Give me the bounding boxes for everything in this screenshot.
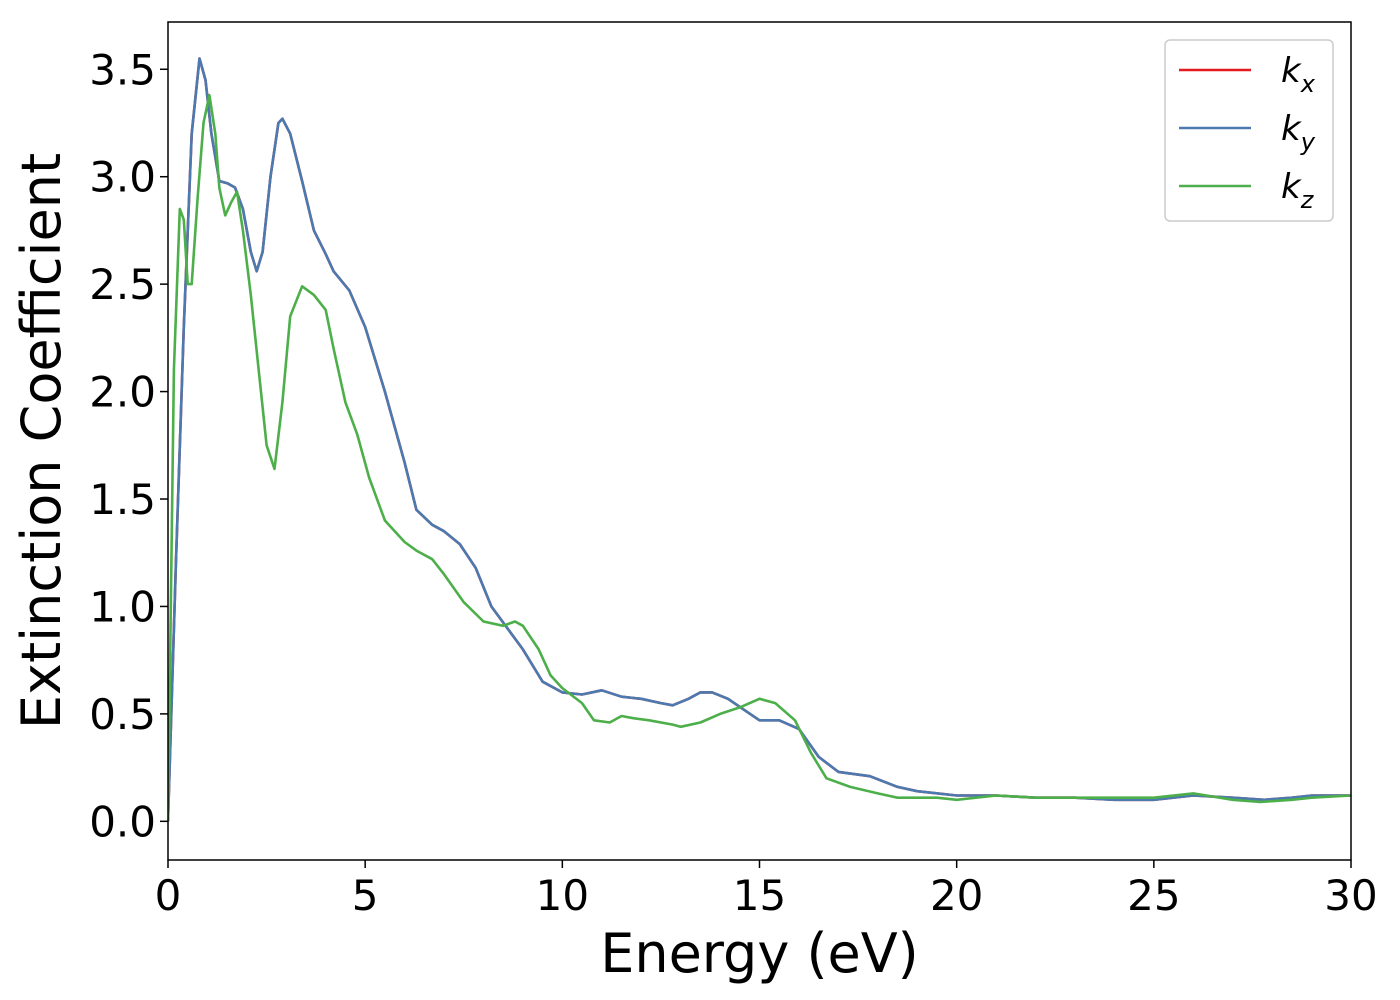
x-tick-label: 10 <box>536 871 589 920</box>
series-line-ky <box>168 57 1351 822</box>
legend-label-main: k <box>1281 109 1302 149</box>
y-tick-label: 0.0 <box>89 797 156 846</box>
y-tick-label: 1.0 <box>89 582 156 631</box>
x-axis-ticks: 0 5 10 15 20 25 30 <box>155 860 1378 920</box>
y-axis-ticks: 0.0 0.5 1.0 1.5 2.0 2.5 3.0 3.5 <box>89 45 168 846</box>
legend-label-subscript: x <box>1300 70 1316 98</box>
x-axis-label: Energy (eV) <box>600 922 919 985</box>
y-tick-label: 3.0 <box>89 153 156 202</box>
y-tick-label: 0.5 <box>89 690 156 739</box>
x-tick-label: 30 <box>1324 871 1377 920</box>
legend-label-kx: kx <box>1281 51 1316 98</box>
legend-label-subscript: y <box>1300 128 1316 156</box>
series-lines <box>168 57 1351 822</box>
x-tick-label: 25 <box>1127 871 1180 920</box>
legend-label-main: k <box>1281 167 1302 207</box>
x-tick-label: 15 <box>733 871 786 920</box>
legend-box <box>1164 39 1334 222</box>
y-tick-label: 1.5 <box>89 475 156 524</box>
x-tick-label: 0 <box>155 871 182 920</box>
y-tick-label: 2.0 <box>89 368 156 417</box>
legend-label-main: k <box>1281 51 1302 91</box>
x-tick-label: 5 <box>352 871 379 920</box>
legend-label-ky: ky <box>1281 109 1316 156</box>
y-axis-label: Extinction Coefficient <box>10 153 73 729</box>
y-tick-label: 2.5 <box>89 260 156 309</box>
series-line-kz <box>168 93 1351 822</box>
legend-label-kz: kz <box>1281 167 1315 214</box>
y-tick-label: 3.5 <box>89 45 156 94</box>
legend-label-subscript: z <box>1300 186 1315 214</box>
x-tick-label: 20 <box>930 871 983 920</box>
